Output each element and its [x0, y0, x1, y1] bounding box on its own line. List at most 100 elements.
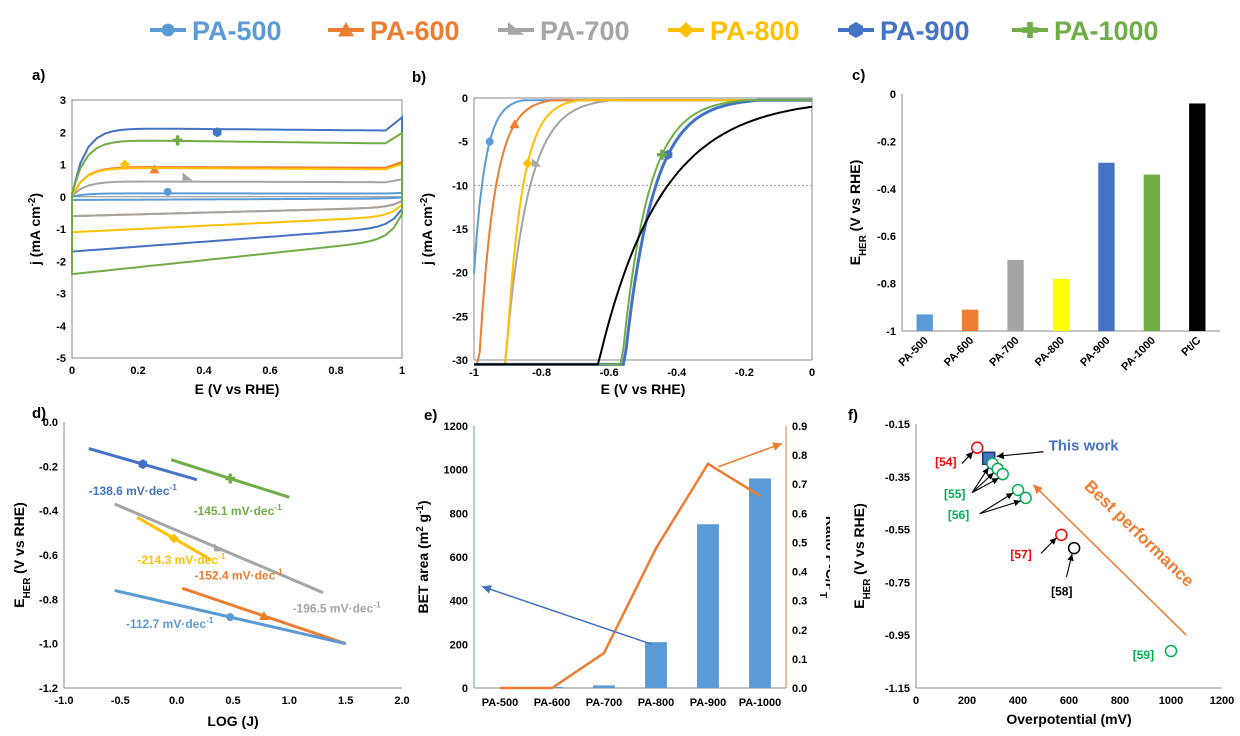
y-tick-label: 400	[450, 596, 468, 608]
y2-tick-label: 0.3	[792, 596, 807, 608]
x-tick-label: 800	[1111, 695, 1129, 707]
y-tick-label: -0.4	[39, 506, 59, 518]
legend-label: PA-900	[880, 16, 970, 46]
y2-tick-label: 0.7	[792, 479, 807, 491]
bar-pa-600	[961, 309, 979, 331]
bar-pt-c	[1189, 103, 1206, 331]
y-tick-label: -0.95	[885, 630, 910, 642]
ref-arrow-57	[1040, 537, 1057, 554]
y-tick-label: 600	[450, 552, 468, 564]
y2-tick-label: 0.0	[792, 683, 807, 695]
x-tick-label: PA-900	[690, 697, 726, 709]
lsv-curve-pt-c	[474, 105, 813, 366]
cv-marker-pa-1000	[172, 135, 183, 146]
tafel-slope-label: -112.7 mV·dec-1	[126, 615, 214, 631]
x-tick-label: 1000	[1159, 695, 1183, 707]
this-work-arrow	[996, 451, 1044, 460]
x-axis-label: E (V vs RHE)	[195, 381, 280, 397]
y-tick-label: -0.2	[877, 136, 896, 148]
this-work-label: This work	[1049, 437, 1120, 454]
y-tick-label: -1	[886, 326, 896, 338]
point-ref-55	[996, 467, 1009, 481]
y-tick-label: -0.6	[39, 550, 58, 562]
legend-item-pa-500: PA-500	[150, 16, 282, 46]
y2-tick-label: 0.9	[792, 421, 807, 433]
tafel-marker-pa-800	[168, 533, 179, 544]
legend-marker	[161, 23, 175, 37]
ref-arrow-58	[1065, 553, 1074, 578]
x-tick-label: 600	[1060, 695, 1078, 707]
y2-axis-label: Ratio P-C/PT	[818, 516, 831, 598]
bar-pa-800	[1052, 278, 1070, 331]
y-tick-label: -25	[452, 311, 468, 323]
y-tick-label: -0.35	[885, 472, 910, 484]
point-ref-59	[1164, 644, 1178, 658]
bar-pa-1000	[749, 478, 771, 688]
ref-arrow-55	[971, 472, 994, 494]
y-axis-label: EHER (V vs RHE)	[847, 160, 869, 266]
x-tick-label: PA-1000	[1119, 335, 1158, 374]
panel-label: d)	[32, 405, 46, 422]
x-tick-label: 0	[69, 365, 75, 377]
tafel-marker-pa-700	[213, 543, 224, 552]
x-tick-label: PA-500	[482, 697, 518, 709]
ref-arrow-54	[961, 451, 974, 465]
y2-tick-label: 0.4	[792, 567, 808, 579]
y-tick-label: -1.15	[885, 683, 910, 695]
panel-e-bet-area-chart: 0 200 400 600 800 1000 1200 0.0 0.1 0.2 0.3 0.4 0.5 0…	[415, 407, 831, 709]
x-tick-label: PA-700	[586, 697, 622, 709]
panel-label: a)	[32, 67, 45, 84]
bar-pa-900	[1098, 162, 1115, 331]
cv-curve-pa-900	[71, 115, 403, 253]
x-tick-label: -0.5	[111, 695, 130, 707]
x-tick-label: PA-600	[942, 335, 976, 369]
point-ref-54	[970, 441, 984, 455]
y-tick-label: 1200	[444, 421, 468, 433]
y-tick-label: -10	[452, 180, 468, 192]
cv-curve-pa-1000	[71, 131, 403, 276]
x-tick-label: 200	[958, 695, 976, 707]
y2-tick-label: 0.5	[792, 537, 807, 549]
arrow-to-ratio-axis	[718, 442, 783, 468]
x-tick-label: PA-500	[897, 335, 931, 369]
y-tick-label: -1.2	[39, 683, 58, 695]
marker-plus-v	[228, 473, 232, 484]
y-tick-label: 0	[890, 89, 896, 101]
tafel-marker-pa-600	[258, 610, 269, 620]
lsv-marker-pa-1000	[656, 149, 667, 160]
y-tick-label: 0.0	[43, 417, 58, 429]
y2-tick-label: 0.8	[792, 450, 807, 462]
lsv-marker-pa-900	[663, 149, 673, 160]
x-tick-label: PA-700	[987, 335, 1021, 369]
y-axis-label: EHER (V vs RHE)	[851, 503, 873, 609]
point-ref-57	[1055, 528, 1068, 542]
ref-label-55: [55]	[944, 487, 965, 501]
y-tick-label: 2	[60, 127, 66, 139]
tafel-marker-pa-1000	[225, 473, 236, 484]
y-tick-label: -0.55	[885, 525, 910, 537]
best-performance-arrow	[1032, 484, 1187, 636]
y-tick-label: 0	[462, 683, 468, 695]
bar-pa-700	[593, 685, 615, 688]
x-tick-label: 0.2	[130, 365, 145, 377]
y-tick-label: -30	[452, 355, 468, 367]
x-tick-label: 0	[913, 695, 919, 707]
ref-arrow-55	[971, 467, 989, 493]
panel-b-lsv-chart: -1 -0.8 -0.6 -0.4 -0.2 0 0 -5 -10 -15 -20 -25 -30 b) E…	[412, 69, 815, 397]
x-tick-label: PA-900	[1078, 335, 1112, 369]
x-tick-label: 0.4	[196, 365, 212, 377]
tafel-marker-pa-500	[226, 613, 235, 622]
bar-pa-800	[645, 642, 667, 688]
legend-marker	[678, 22, 694, 38]
x-axis-label: Overpotential (mV)	[1006, 711, 1131, 727]
y-tick-label: 0	[462, 93, 468, 105]
y-tick-label: -0.2	[39, 461, 58, 473]
lsv-curve-pa-500	[473, 99, 812, 274]
y-tick-label: -5	[458, 137, 468, 149]
y-axis-label: BET area (m2 g-1)	[415, 501, 432, 614]
lsv-marker-pa-700	[531, 158, 542, 167]
bar-pa-900	[697, 524, 719, 688]
ref-arrow-55	[971, 477, 999, 494]
point-ref-56	[1011, 483, 1025, 497]
y-axis-label: j (mA cm-2)	[419, 193, 436, 266]
